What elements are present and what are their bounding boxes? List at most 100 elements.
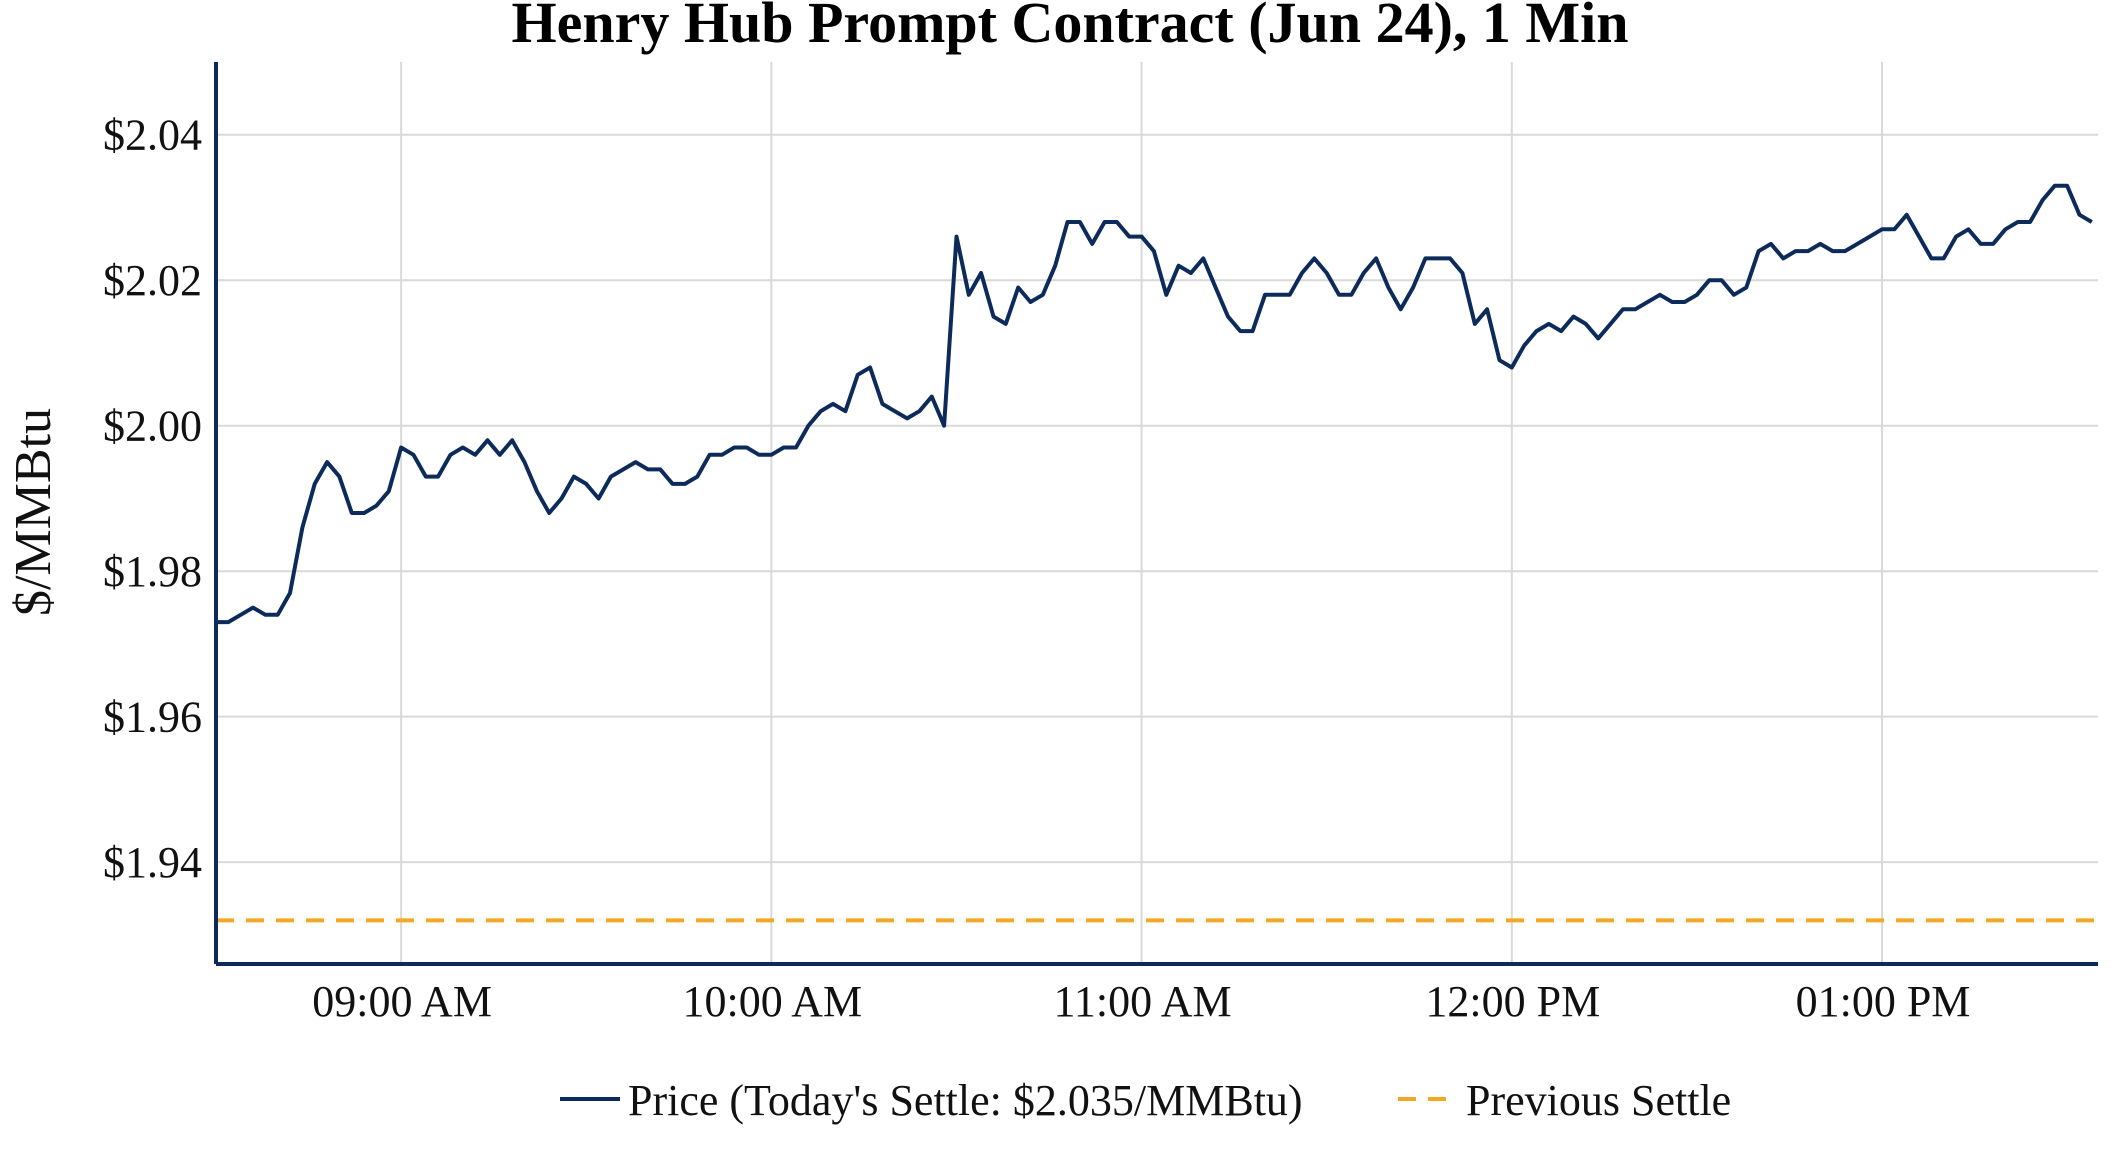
price-point [843, 409, 847, 413]
price-point [584, 482, 588, 486]
price-point [1399, 307, 1403, 311]
price-point [2053, 184, 2057, 188]
price-point [1460, 271, 1464, 275]
price-point [1831, 249, 1835, 253]
price-point [609, 475, 613, 479]
price-point [930, 395, 934, 399]
price-point [782, 446, 786, 450]
price-point [1386, 286, 1390, 290]
price-point [1744, 286, 1748, 290]
price-point [1510, 366, 1514, 370]
y-tick-label: $1.96 [103, 693, 202, 742]
price-point [1325, 271, 1329, 275]
price-point [350, 511, 354, 515]
price-point [1757, 249, 1761, 253]
price-point [1905, 213, 1909, 217]
price-point [1547, 322, 1551, 326]
price-point [1769, 242, 1773, 246]
price-point [1029, 300, 1033, 304]
price-point [1720, 278, 1724, 282]
price-point [1078, 220, 1082, 224]
y-axis-label: $/MMBtu [5, 408, 62, 616]
price-point [362, 511, 366, 515]
price-point [436, 475, 440, 479]
price-point [1621, 307, 1625, 311]
price-point [979, 271, 983, 275]
y-tick-label: $2.04 [103, 111, 202, 160]
price-point [461, 446, 465, 450]
price-point [1288, 293, 1292, 297]
price-point [720, 453, 724, 457]
price-point [510, 438, 514, 442]
price-point [1991, 242, 1995, 246]
price-point [597, 497, 601, 501]
price-point [942, 424, 946, 428]
price-point [1201, 256, 1205, 260]
price-point [263, 613, 267, 617]
x-tick-labels: 09:00 AM 10:00 AM 11:00 AM 12:00 PM 01:00 PM [312, 977, 1970, 1026]
price-point [683, 482, 687, 486]
price-point [1806, 249, 1810, 253]
price-point [1214, 286, 1218, 290]
price-point [2078, 213, 2082, 217]
price-point [1436, 256, 1440, 260]
price-point [2090, 220, 2094, 224]
price-point [1226, 315, 1230, 319]
price-point [1818, 242, 1822, 246]
price-point [1522, 344, 1526, 348]
price-point [300, 526, 304, 530]
price-point [880, 402, 884, 406]
price-point [239, 613, 243, 617]
x-tick-label: 10:00 AM [682, 977, 862, 1026]
price-point [288, 591, 292, 595]
price-point [1929, 256, 1933, 260]
price-point [1300, 271, 1304, 275]
price-point [1843, 249, 1847, 253]
price-point [1596, 336, 1600, 340]
price-point [1362, 271, 1366, 275]
price-point [1584, 322, 1588, 326]
price-point [1609, 322, 1613, 326]
price-point [1646, 300, 1650, 304]
price-point [1559, 329, 1563, 333]
x-tick-label: 12:00 PM [1425, 977, 1600, 1026]
price-point [1177, 264, 1181, 268]
price-point [1868, 235, 1872, 239]
price-point [1535, 329, 1539, 333]
price-point [646, 467, 650, 471]
price-point [1633, 307, 1637, 311]
price-point [1374, 256, 1378, 260]
price-point [1103, 220, 1107, 224]
price-point [1979, 242, 1983, 246]
price-point [917, 409, 921, 413]
price-series-line [216, 183, 2093, 625]
price-point [1090, 242, 1094, 246]
price-point [794, 446, 798, 450]
price-point [251, 606, 255, 610]
price-point [1683, 300, 1687, 304]
price-point [1127, 235, 1131, 239]
legend-label-previous-settle: Previous Settle [1466, 1076, 1731, 1125]
price-point [1966, 227, 1970, 231]
price-point [992, 315, 996, 319]
price-point [523, 460, 527, 464]
price-point [572, 475, 576, 479]
price-point [1152, 249, 1156, 253]
price-point [387, 489, 391, 493]
y-tick-label: $1.94 [103, 838, 202, 887]
price-point [1238, 329, 1242, 333]
price-point [819, 409, 823, 413]
price-point [769, 453, 773, 457]
price-point [1498, 358, 1502, 362]
legend: Price (Today's Settle: $2.035/MMBtu) Pre… [560, 1076, 1731, 1125]
y-tick-labels: $1.94 $1.96 $1.98 $2.00 $2.02 $2.04 [103, 111, 202, 887]
price-point [1411, 286, 1415, 290]
price-point [2003, 227, 2007, 231]
price-point [1917, 235, 1921, 239]
price-point [313, 482, 317, 486]
price-point [412, 453, 416, 457]
price-point [708, 453, 712, 457]
price-point [1695, 293, 1699, 297]
price-point [634, 460, 638, 464]
